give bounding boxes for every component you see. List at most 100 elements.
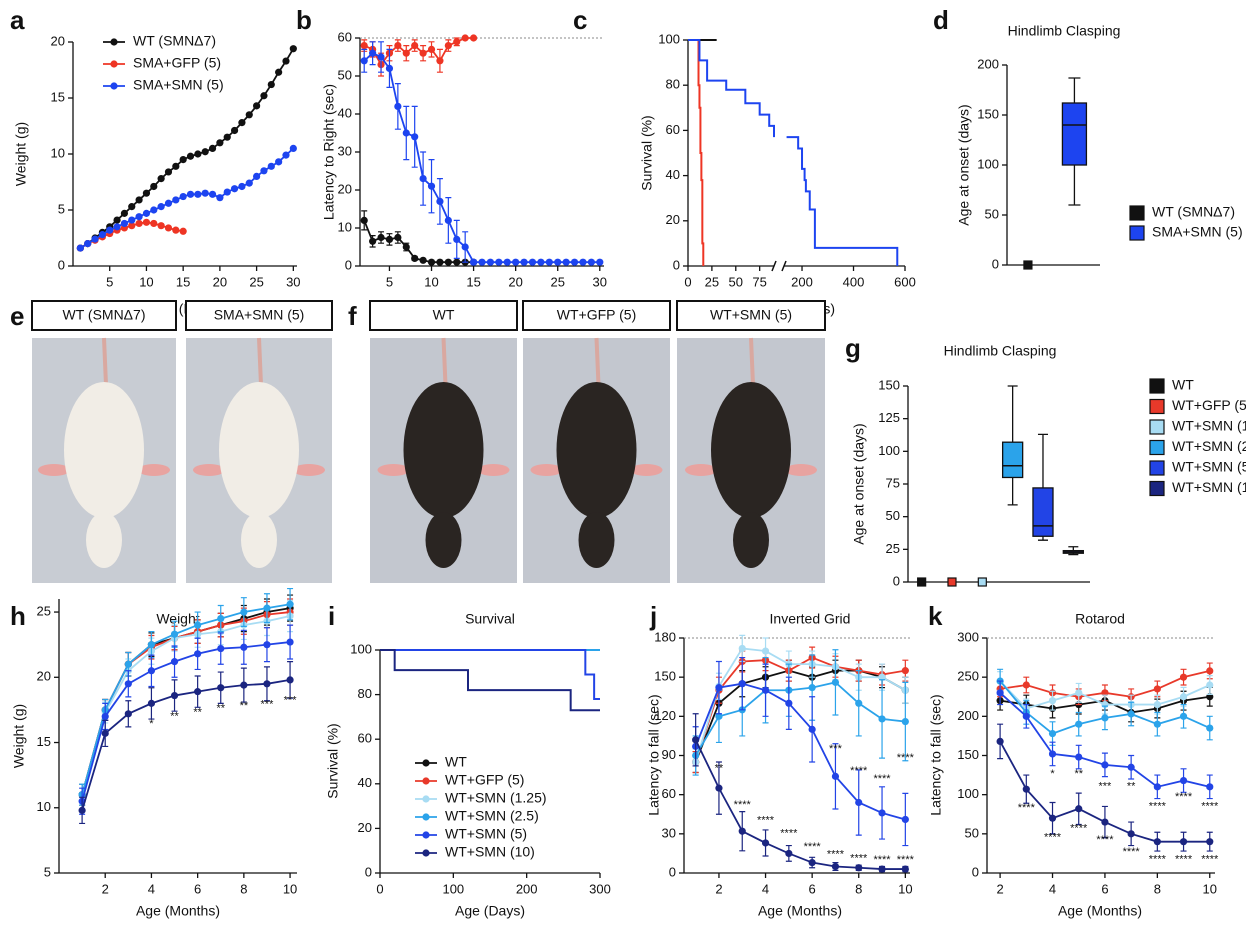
significance-label: ****	[1096, 834, 1114, 846]
x-tick-label: 2	[996, 881, 1003, 896]
chart-title: Weight	[156, 611, 199, 627]
significance-label: ****	[850, 853, 868, 865]
significance-label: ***	[284, 695, 298, 707]
significance-label: ****	[897, 752, 915, 764]
y-tick-label: 30	[662, 825, 676, 840]
data-point	[186, 190, 195, 198]
x-tick-label: 10	[139, 274, 153, 289]
legend-label: SMA+SMN (5)	[1152, 224, 1243, 240]
significance-label: ****	[1175, 791, 1193, 803]
x-tick-label: 600	[894, 274, 916, 289]
x-tick-label: 15	[176, 274, 190, 289]
data-point	[1101, 714, 1109, 722]
panel-letter: i	[328, 601, 335, 631]
y-tick-label: 5	[58, 201, 65, 216]
data-point	[164, 199, 173, 207]
y-tick-label: 200	[957, 708, 979, 723]
data-point	[194, 190, 202, 198]
mouse-head	[733, 512, 769, 568]
series-line	[81, 611, 291, 795]
y-tick-label: 90	[662, 747, 676, 762]
data-point	[453, 38, 461, 46]
data-point	[436, 57, 444, 65]
data-point	[562, 258, 570, 266]
x-tick-label: 400	[843, 274, 865, 289]
x-tick-label: 8	[240, 881, 247, 896]
data-point	[286, 638, 294, 646]
panel-letter: b	[296, 5, 312, 35]
box-point	[1023, 260, 1033, 270]
x-tick-label: 25	[550, 274, 564, 289]
y-tick-label: 50	[985, 206, 999, 221]
data-point	[570, 258, 579, 266]
x-axis-label: Age (Days)	[455, 903, 525, 919]
photo-label: SMA+SMN (5)	[214, 307, 305, 323]
data-point	[394, 233, 402, 242]
legend-swatch	[1149, 460, 1165, 476]
y-tick-label: 180	[654, 629, 676, 644]
y-tick-label: 50	[965, 825, 979, 840]
data-point	[360, 42, 368, 50]
x-tick-label: 5	[106, 274, 113, 289]
data-point	[1101, 761, 1109, 769]
data-point	[1153, 838, 1161, 846]
data-point	[495, 258, 503, 266]
data-point	[238, 182, 246, 191]
box	[1061, 102, 1088, 166]
y-tick-label: 40	[338, 105, 352, 120]
y-tick-label: 0	[972, 864, 979, 879]
box-point	[947, 577, 957, 587]
significance-label: ****	[1149, 854, 1167, 866]
data-point	[901, 865, 909, 873]
data-point	[1179, 693, 1188, 701]
legend-label: WT+SMN (2.5)	[445, 808, 539, 824]
x-tick-label: 10	[898, 881, 912, 896]
significance-label: *	[149, 718, 154, 730]
data-point	[761, 686, 770, 694]
legend-marker	[422, 849, 430, 857]
y-tick-label: 100	[957, 786, 979, 801]
x-tick-label: 8	[1154, 881, 1161, 896]
y-tick-label: 40	[666, 167, 680, 182]
data-point	[164, 224, 173, 232]
significance-label: *	[1050, 768, 1055, 780]
x-tick-label: 4	[1049, 881, 1056, 896]
legend-marker	[110, 38, 118, 46]
data-point	[512, 258, 520, 266]
data-point	[267, 80, 275, 89]
panel-letter: g	[845, 333, 861, 363]
data-point	[808, 725, 816, 733]
data-point	[537, 258, 545, 266]
y-tick-label: 40	[358, 775, 372, 790]
data-point	[240, 681, 248, 689]
y-tick-label: 150	[654, 669, 676, 684]
data-point	[172, 196, 180, 204]
data-point	[289, 45, 297, 53]
data-point	[142, 218, 151, 226]
data-point	[275, 158, 283, 166]
data-point	[194, 688, 202, 696]
x-tick-label: 20	[508, 274, 522, 289]
data-point	[528, 258, 537, 266]
y-tick-label: 15	[51, 89, 65, 104]
data-point	[738, 680, 746, 688]
data-point	[596, 258, 604, 266]
y-tick-label: 25	[886, 541, 900, 556]
data-point	[172, 226, 180, 234]
legend-swatch	[1149, 439, 1165, 456]
data-point	[1153, 720, 1161, 728]
chart-title: Survival	[465, 611, 515, 627]
y-tick-label: 50	[886, 508, 900, 523]
data-point	[369, 237, 377, 245]
data-point	[715, 684, 723, 692]
series-line	[81, 679, 291, 811]
data-point	[1206, 783, 1214, 791]
series-line	[81, 603, 291, 795]
data-point	[761, 839, 770, 847]
significance-label: **	[193, 706, 202, 718]
y-tick-label: 20	[358, 820, 372, 835]
data-point	[785, 849, 793, 858]
significance-label: ****	[1070, 822, 1088, 834]
legend-marker	[422, 759, 430, 767]
data-point	[1022, 785, 1030, 793]
